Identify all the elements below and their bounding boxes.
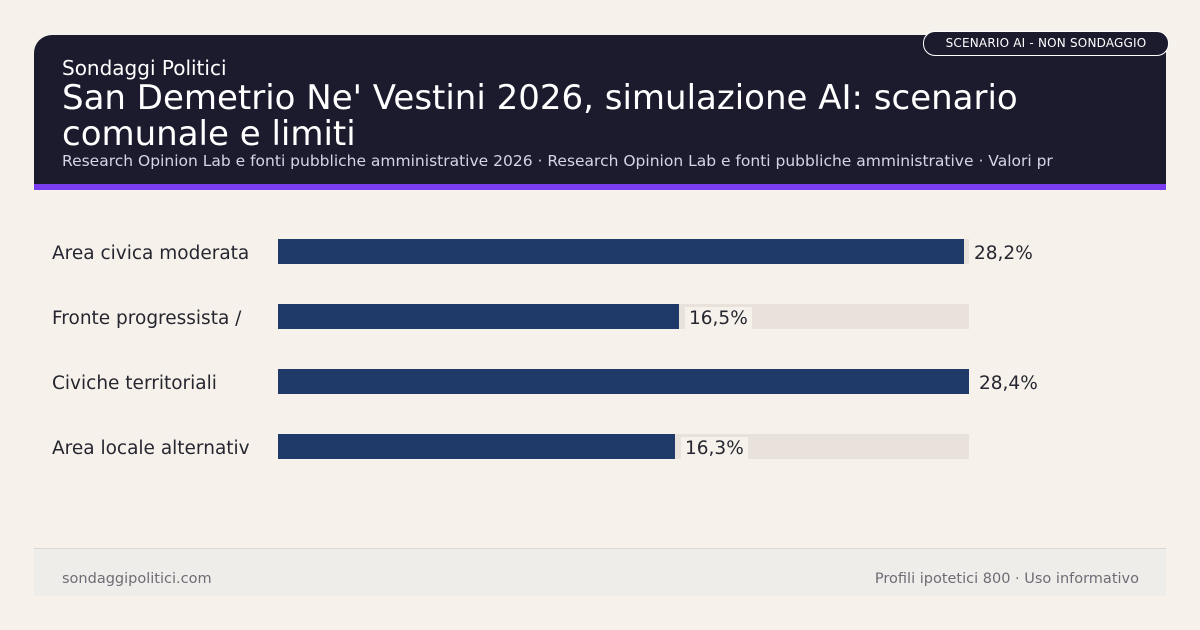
category-label: Area civica moderata: [52, 243, 250, 264]
value-label: 16,3%: [681, 437, 748, 461]
category-label: Fronte progressista /: [52, 308, 242, 329]
footer: [34, 548, 1166, 596]
category-label: Civiche territoriali: [52, 373, 217, 394]
bar: [278, 239, 964, 264]
value-label: 28,2%: [970, 242, 1037, 266]
category-label: Area locale alternativ: [52, 438, 250, 459]
bar-chart: Area civica moderata 28,2% Fronte progress…: [52, 239, 1042, 461]
brand-name: Sondaggi Politici: [62, 56, 227, 80]
page-subtitle: Research Opinion Lab e fonti pubbliche a…: [62, 152, 1053, 170]
footer-site-link[interactable]: sondaggipolitici.com: [62, 571, 212, 587]
bar: [278, 304, 679, 329]
footer-note: Profili ipotetici 800 · Uso informativo: [874, 571, 1139, 587]
bar: [278, 369, 969, 394]
page-title: San Demetrio Ne' Vestini 2026, simulazio…: [62, 78, 1018, 154]
header-panel: [34, 35, 1166, 184]
bar: [278, 434, 675, 459]
accent-bar: [34, 184, 1166, 190]
value-label: 28,4%: [975, 372, 1042, 396]
scenario-badge: SCENARIO AI - NON SONDAGGIO: [923, 31, 1169, 56]
value-label: 16,5%: [685, 307, 752, 331]
